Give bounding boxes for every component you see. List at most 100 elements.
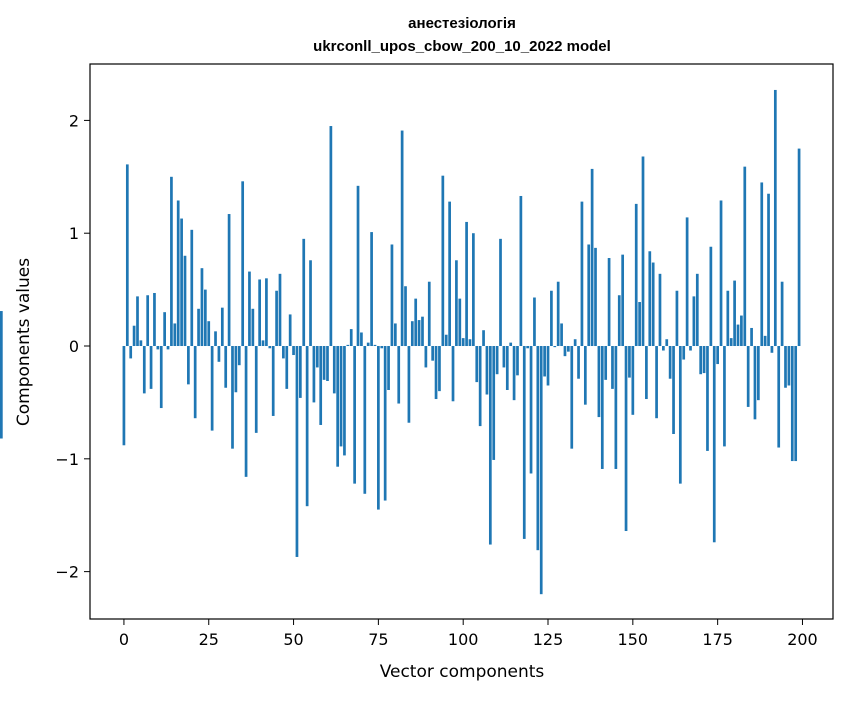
- bar: [0, 346, 3, 439]
- bar: [343, 346, 346, 456]
- bar: [770, 346, 774, 353]
- bar: [668, 346, 672, 379]
- bar: [662, 346, 665, 351]
- bar: [258, 279, 261, 347]
- bar: [665, 339, 669, 347]
- bar: [560, 323, 563, 347]
- bar: [220, 307, 224, 347]
- bar: [329, 126, 333, 347]
- bar: [390, 244, 394, 347]
- bar: [153, 292, 156, 347]
- bar: [387, 346, 390, 390]
- bar: [410, 321, 414, 347]
- bar: [254, 346, 258, 433]
- x-tick-label: 50: [283, 630, 303, 649]
- bar: [210, 346, 214, 431]
- bar: [193, 346, 197, 419]
- bar: [305, 346, 309, 507]
- x-axis-label: Vector components: [380, 662, 545, 682]
- bar: [570, 346, 574, 449]
- bar: [275, 290, 278, 347]
- bar: [397, 346, 401, 404]
- bar: [482, 330, 485, 347]
- x-tick-label: 125: [533, 630, 564, 649]
- bar: [427, 281, 431, 347]
- bar: [757, 346, 760, 401]
- bar: [265, 278, 268, 347]
- bar: [675, 290, 679, 347]
- bar: [261, 340, 265, 347]
- bar: [702, 346, 706, 374]
- bar: [332, 346, 336, 394]
- bar: [383, 346, 387, 501]
- bar: [472, 233, 475, 347]
- bar: [217, 346, 221, 362]
- bar: [309, 260, 312, 347]
- bar: [777, 346, 781, 448]
- bar: [617, 295, 621, 347]
- bar: [577, 346, 580, 379]
- bar: [550, 290, 553, 347]
- bar: [200, 268, 204, 347]
- y-axis-ticks: −2 −1 0 1 2: [55, 111, 90, 582]
- x-tick-label: 150: [618, 630, 649, 649]
- bar: [244, 346, 248, 477]
- bar: [224, 346, 228, 388]
- x-tick-label: 175: [702, 630, 733, 649]
- bar: [726, 290, 730, 347]
- bar: [444, 334, 448, 347]
- bar: [214, 331, 217, 347]
- x-tick-label: 100: [448, 630, 479, 649]
- bar: [173, 323, 177, 347]
- bar: [231, 346, 234, 449]
- bar: [298, 346, 302, 398]
- bar: [417, 320, 421, 347]
- bar: [767, 193, 770, 347]
- bar: [163, 312, 166, 347]
- bar: [780, 281, 784, 347]
- bar: [773, 89, 777, 347]
- bar: [285, 346, 289, 389]
- bar: [336, 346, 340, 467]
- bar: [689, 346, 692, 351]
- bar: [203, 289, 207, 347]
- bar: [641, 156, 645, 347]
- bar: [672, 346, 675, 434]
- y-tick-label: 0: [69, 337, 79, 356]
- bar: [349, 329, 353, 347]
- bar: [197, 308, 200, 347]
- bar: [380, 346, 384, 349]
- bar: [248, 271, 251, 347]
- bar: [678, 346, 682, 484]
- bar: [346, 344, 350, 347]
- bar: [187, 346, 190, 385]
- bar: [373, 344, 377, 347]
- bar: [536, 346, 540, 551]
- bar: [132, 325, 136, 347]
- bar: [407, 346, 411, 423]
- bar: [136, 296, 139, 347]
- bar: [600, 346, 604, 469]
- bar: [455, 260, 458, 347]
- bar: [478, 346, 482, 427]
- bar: [505, 346, 509, 390]
- bar: [614, 346, 618, 469]
- bar: [712, 346, 716, 543]
- bar: [288, 314, 292, 347]
- bar: [441, 175, 445, 347]
- bar: [180, 218, 183, 347]
- bar: [421, 316, 424, 347]
- bar: [583, 346, 587, 405]
- bar: [716, 346, 719, 365]
- bar: [271, 346, 275, 416]
- bar: [356, 185, 360, 347]
- bar: [448, 201, 451, 347]
- bar: [451, 346, 455, 402]
- x-tick-label: 0: [119, 630, 129, 649]
- bar: [567, 346, 570, 352]
- x-tick-label: 75: [368, 630, 388, 649]
- bar: [404, 286, 407, 347]
- bar: [604, 346, 608, 380]
- bar: [146, 295, 150, 347]
- bar: [533, 297, 536, 347]
